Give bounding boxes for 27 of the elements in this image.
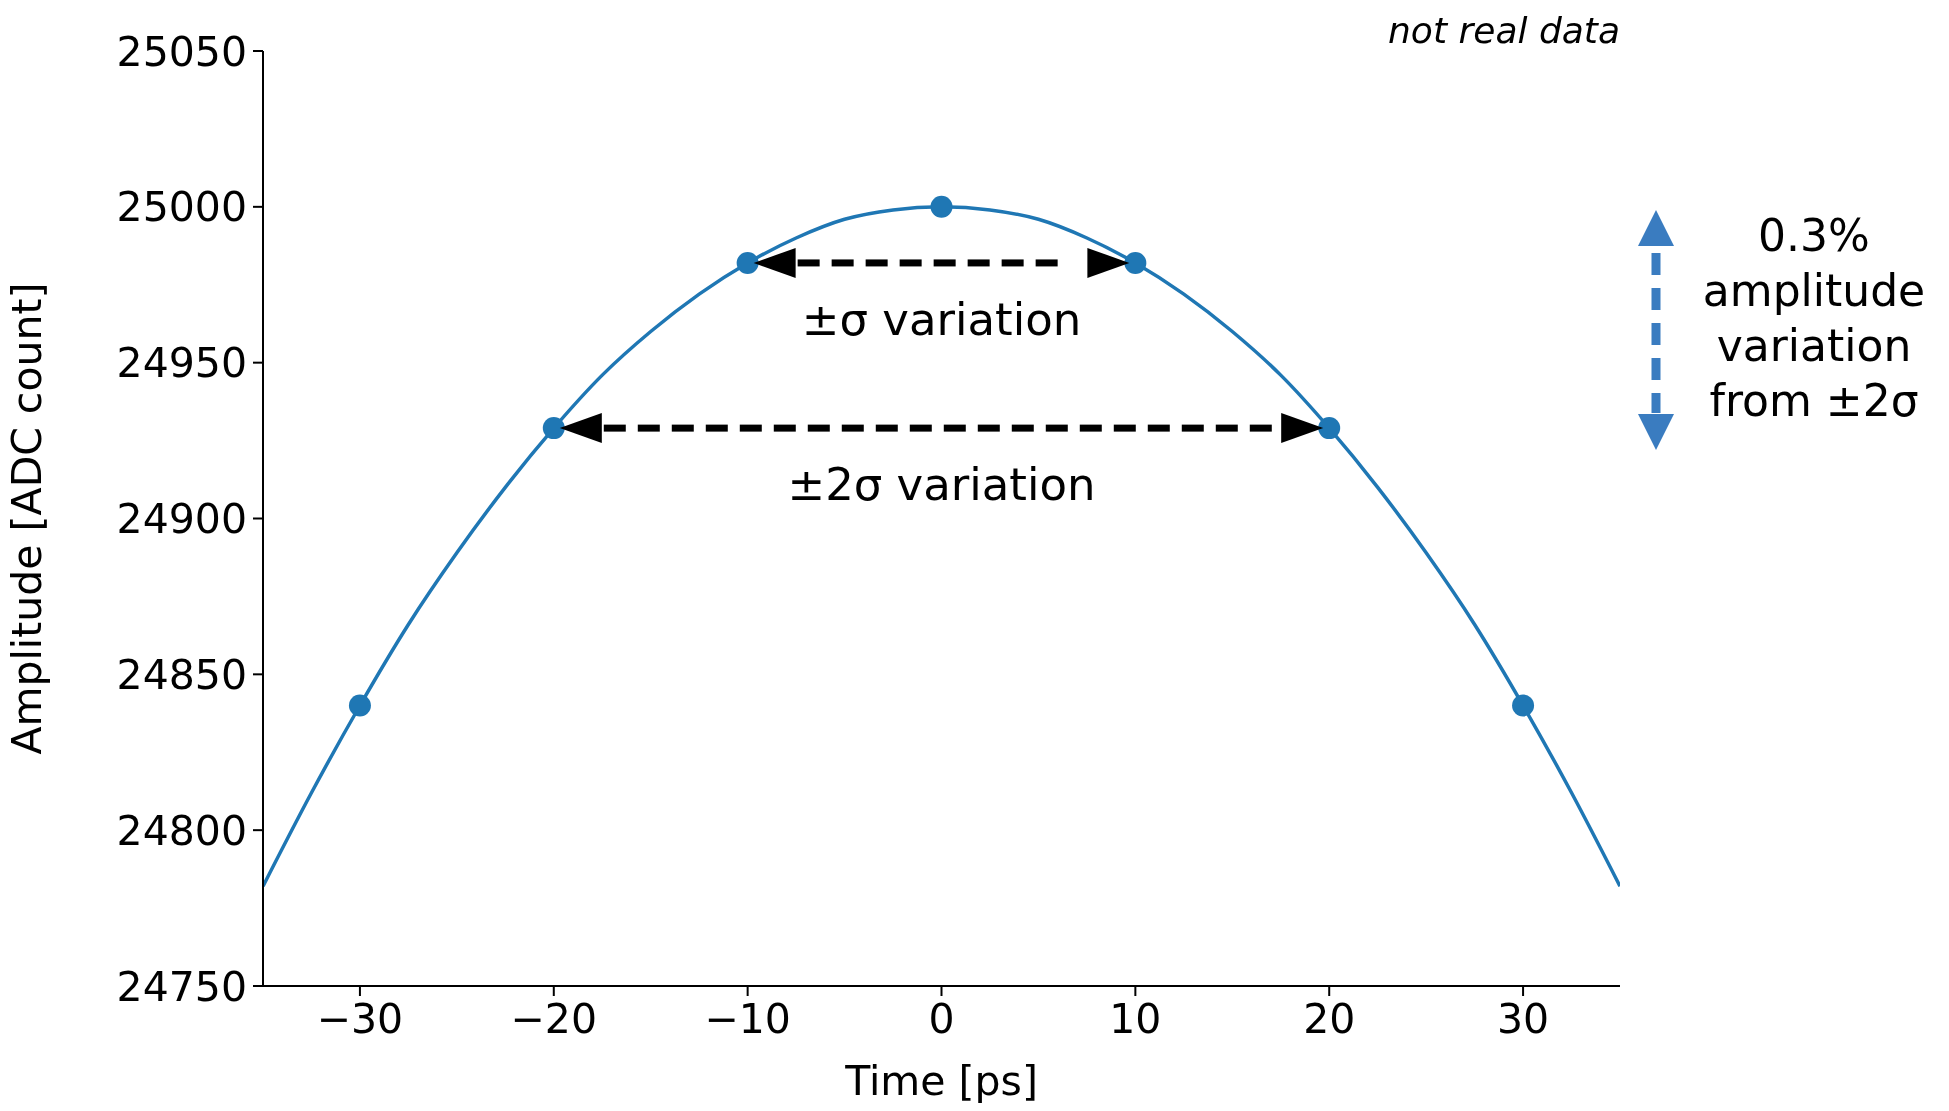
point — [736, 251, 759, 274]
x-tick-label: 20 — [1303, 995, 1356, 1044]
y-tick-label: 24800 — [116, 806, 247, 855]
y-tick-label: 25000 — [116, 183, 247, 232]
text: 0.3% amplitude variation from ±2σ — [1701, 209, 1927, 428]
annotation: ±2σ variation — [786, 458, 1097, 512]
annotation: ±σ variation — [800, 292, 1083, 346]
point — [542, 417, 565, 440]
x-tick-label: −30 — [316, 995, 404, 1044]
y-axis-title: Amplitude [ADC count] — [2, 282, 51, 755]
x-axis-title: Time [ps] — [844, 1057, 1038, 1105]
x-tick-label: −10 — [704, 995, 791, 1044]
y-tick-label: 24750 — [116, 962, 247, 1011]
x-tick-label: 10 — [1109, 995, 1162, 1044]
x-tick-label: 0 — [928, 995, 955, 1044]
y-tick-label: 24950 — [116, 339, 247, 388]
point — [930, 195, 953, 218]
y-tick-label: 24850 — [116, 650, 247, 699]
point — [1318, 417, 1341, 440]
y-tick-label: 24900 — [116, 495, 247, 544]
point — [1512, 694, 1535, 717]
x-tick-label: −20 — [510, 995, 598, 1044]
y-tick-label: 25050 — [116, 27, 247, 76]
point — [1124, 251, 1147, 274]
x-tick-label: 30 — [1496, 995, 1550, 1044]
point — [348, 694, 371, 717]
annotation: not real data — [1388, 10, 1620, 51]
